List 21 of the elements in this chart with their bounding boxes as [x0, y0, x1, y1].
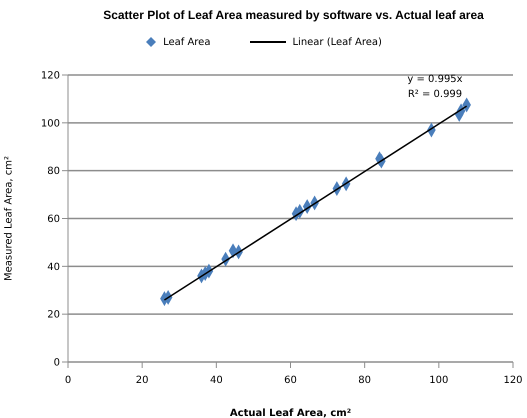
y-axis-title: Measured Leaf Area, cm²	[4, 156, 15, 282]
x-tick-label: 20	[136, 375, 149, 386]
annotation: y = 0.995x	[406, 74, 464, 85]
x-tick-label: 100	[429, 375, 448, 386]
legend-label: Leaf Area	[163, 36, 210, 48]
x-tick-label: 0	[64, 375, 72, 386]
x-tick-label: 80	[358, 375, 372, 386]
x-axis-title: Actual Leaf Area, cm²	[230, 408, 352, 418]
x-tick-label: 120	[503, 375, 523, 386]
x-tick-label: 40	[210, 375, 223, 386]
annotation: R² = 0.999	[406, 89, 464, 100]
chart-title: Scatter Plot of Leaf Area measured by software vs. Actual leaf area	[102, 8, 485, 22]
y-tick-label: 60	[47, 214, 60, 226]
y-tick-label: 80	[47, 166, 60, 178]
y-tick-label: 0	[54, 358, 60, 369]
legend-label: Linear (Leaf Area)	[292, 36, 382, 48]
y-tick-label: 120	[40, 70, 60, 82]
y-tick-label: 20	[47, 310, 60, 321]
y-tick-label: 40	[47, 262, 60, 273]
x-tick-label: 60	[284, 375, 297, 386]
y-tick-label: 100	[40, 118, 60, 130]
